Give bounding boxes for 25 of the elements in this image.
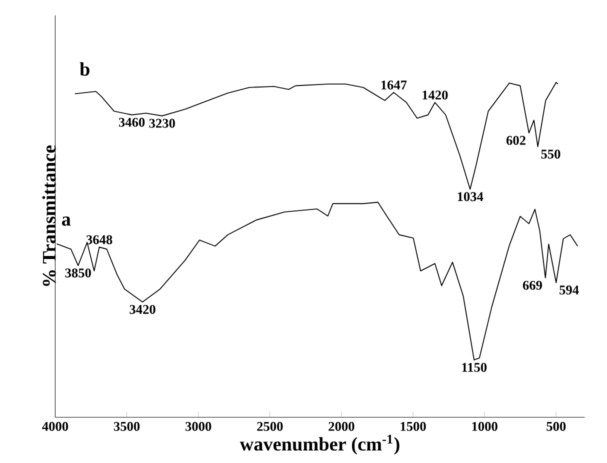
annotation: 594 bbox=[560, 286, 579, 295]
series-label: a bbox=[62, 216, 71, 226]
x-tick-label: 4000 bbox=[42, 422, 68, 431]
x-tick-label: 2500 bbox=[257, 422, 283, 431]
annotation: 1647 bbox=[381, 80, 407, 90]
annotation: 1150 bbox=[462, 362, 487, 372]
annotation: 550 bbox=[541, 150, 560, 159]
annotation: 1034 bbox=[458, 192, 484, 202]
annotation: 3230 bbox=[149, 118, 175, 128]
x-axis-title: wavenumber (cm$^{-1}$) bbox=[240, 434, 400, 455]
annotation: 3460 bbox=[118, 118, 145, 127]
x-tick-label: 3500 bbox=[114, 422, 140, 431]
x-tick-label: 1000 bbox=[472, 422, 498, 431]
annotation: 3648 bbox=[86, 235, 112, 244]
annotation: 3850 bbox=[65, 268, 91, 278]
x-tick-label: 500 bbox=[546, 422, 566, 431]
annotation: 3420 bbox=[130, 304, 156, 314]
y-axis-title: % Transmittance bbox=[42, 145, 56, 286]
annotation: 669 bbox=[522, 280, 542, 290]
annotation: 1420 bbox=[422, 90, 448, 100]
x-tick-label: 3000 bbox=[186, 422, 212, 431]
x-tick-label: 2000 bbox=[328, 422, 354, 431]
series-label: b bbox=[80, 62, 90, 76]
annotation: 602 bbox=[506, 136, 526, 145]
x-tick-label: 1500 bbox=[400, 422, 426, 431]
